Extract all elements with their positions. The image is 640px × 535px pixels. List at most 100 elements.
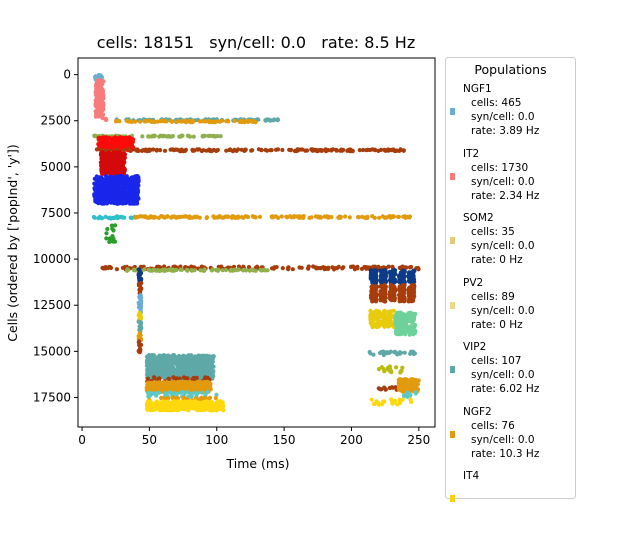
spike-dot: [400, 366, 404, 370]
spike-dot: [373, 288, 377, 292]
legend-cells: cells: 107: [471, 355, 521, 367]
legend-title: Populations: [446, 62, 575, 77]
spike-dot: [402, 287, 406, 291]
spike-dot: [100, 216, 104, 220]
spike-dot: [137, 349, 141, 353]
spike-dot: [153, 376, 157, 380]
legend-name: SOM2: [463, 212, 494, 224]
x-tick-label: 250: [407, 433, 430, 447]
spike-dot: [317, 215, 321, 219]
spike-dot: [382, 299, 386, 303]
x-tick-label: 150: [273, 433, 296, 447]
spike-dot: [382, 399, 386, 403]
spike-dot: [291, 267, 295, 271]
spike-dot: [272, 265, 276, 269]
spike-dot: [115, 201, 119, 205]
spike-dot: [122, 216, 126, 220]
spike-dot: [210, 368, 214, 372]
spike-dot: [409, 286, 413, 290]
spike-dot: [201, 148, 205, 152]
spike-dot: [341, 265, 345, 269]
y-tick-label: 0: [63, 68, 71, 82]
spike-dot: [348, 215, 352, 219]
spike-dot: [178, 380, 182, 384]
spike-dot: [101, 152, 105, 156]
y-axis-label: Cells (ordered by ['popInd', 'y']): [5, 144, 20, 341]
spike-dot: [287, 265, 291, 269]
spike-dot: [389, 272, 393, 276]
spike-dot: [200, 391, 204, 395]
spike-dot: [407, 274, 411, 278]
x-axis-label: Time (ms): [225, 456, 289, 471]
spike-dot: [106, 165, 110, 169]
spike-dot: [408, 352, 412, 356]
spike-dot: [393, 322, 397, 326]
spike-dot: [94, 89, 98, 93]
spike-dot: [95, 175, 99, 179]
legend-syn: syn/cell: 0.0: [471, 176, 535, 188]
spike-dot: [369, 321, 373, 325]
spike-dot: [403, 351, 407, 355]
legend-rate: rate: 0 Hz: [471, 319, 523, 331]
spike-dot: [280, 148, 284, 152]
spike-dot: [406, 387, 410, 391]
spike-dot: [130, 216, 134, 220]
spike-dot: [145, 402, 149, 406]
spike-dot: [165, 392, 169, 396]
spike-dot: [137, 334, 141, 338]
legend-syn: syn/cell: 0.0: [471, 240, 535, 252]
spike-dot: [141, 214, 145, 218]
spike-dot: [142, 267, 146, 271]
spike-dot: [242, 149, 246, 153]
spike-dot: [114, 215, 118, 219]
spike-dot: [389, 370, 393, 374]
spike-dot: [207, 360, 211, 364]
spike-dot: [113, 240, 117, 244]
spike-dot: [300, 147, 304, 151]
legend-cells: cells: 76: [471, 420, 515, 432]
spike-dot: [126, 179, 130, 183]
spike-dot: [127, 187, 131, 191]
spike-dot: [392, 215, 396, 219]
spike-dot: [207, 364, 211, 368]
spike-dot: [218, 120, 222, 124]
spike-dot: [300, 266, 304, 270]
spike-dot: [95, 194, 99, 198]
spike-dot: [202, 359, 206, 363]
spike-dot: [134, 215, 138, 219]
spike-dot: [191, 372, 195, 376]
spike-dot: [164, 404, 168, 408]
spike-dot: [123, 152, 127, 156]
spike-dot: [109, 216, 113, 220]
spike-dot: [109, 185, 113, 189]
spike-dot: [382, 369, 386, 373]
spike-dot: [407, 215, 411, 219]
spike-dot: [376, 311, 380, 315]
y-tick-label: 7500: [40, 206, 71, 220]
legend-name: NGF2: [463, 406, 492, 418]
spike-dot: [384, 323, 388, 327]
legend-name: VIP2: [463, 341, 486, 353]
spike-dot: [416, 266, 420, 270]
spike-dot: [216, 269, 220, 273]
spike-dot: [247, 119, 251, 123]
spike-dot: [411, 330, 415, 334]
spike-dot: [384, 275, 388, 279]
spike-dot: [255, 265, 259, 269]
spike-dot: [204, 119, 208, 123]
spike-dot: [115, 187, 119, 191]
spike-dot: [111, 180, 115, 184]
spike-dot: [101, 194, 105, 198]
spike-dot: [99, 138, 103, 142]
spike-dot: [123, 188, 127, 192]
legend-rate: rate: 6.02 Hz: [471, 383, 539, 395]
spike-dot: [391, 268, 395, 272]
spike-dot: [162, 382, 166, 386]
spike-dot: [377, 386, 381, 390]
spike-dot: [401, 269, 405, 273]
spike-dot: [382, 270, 386, 274]
spike-dot: [347, 148, 351, 152]
spike-dot: [216, 148, 220, 152]
